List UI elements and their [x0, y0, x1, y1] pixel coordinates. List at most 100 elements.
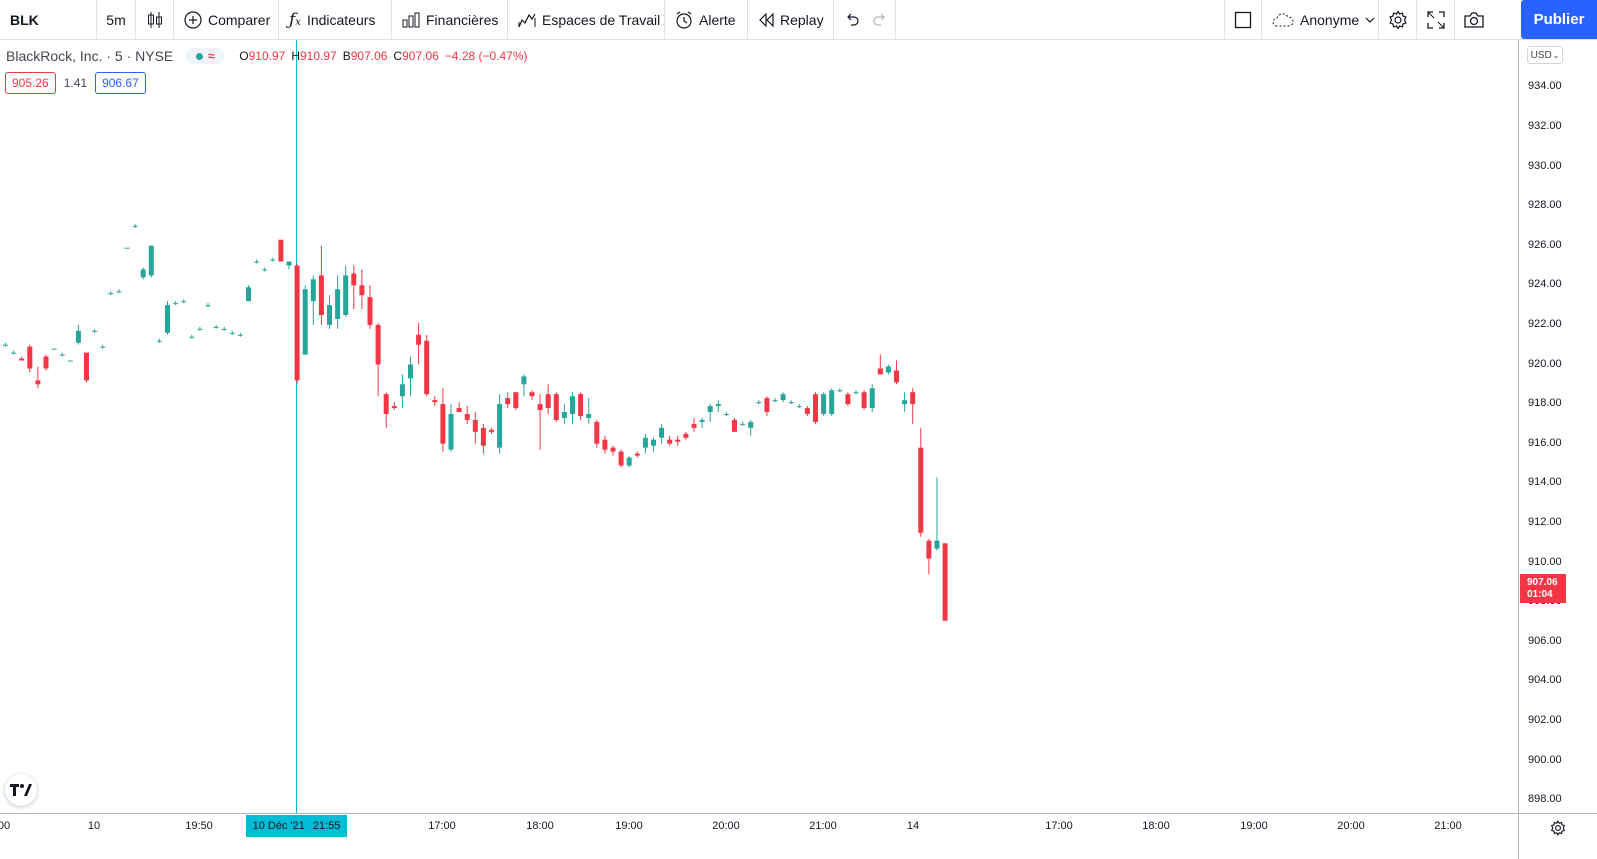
replay-label: Replay — [780, 11, 824, 28]
candle — [205, 303, 211, 308]
price-tick-label: 928.00 — [1528, 199, 1562, 212]
candle — [189, 334, 195, 339]
bid-ask-row: 905.26 1.41 906.67 — [5, 72, 146, 94]
time-scale[interactable]: 00 10 19:50 17:00 18:00 19:00 20:00 21:00 14 17:0… — [0, 813, 1518, 839]
candle — [408, 356, 413, 397]
gear-icon — [1550, 820, 1566, 841]
workspaces-button[interactable]: Espaces de Travail — [508, 0, 665, 39]
candle — [84, 352, 89, 383]
candle-body — [545, 394, 551, 409]
legend-title[interactable]: BlackRock, Inc. · 5 · NYSE — [6, 48, 174, 64]
price-tick-label: 926.00 — [1528, 238, 1562, 251]
price-scale[interactable]: USD ⌄ 934.00 932.00 930.00 928.00 926.00 924.0… — [1518, 40, 1597, 813]
candle — [796, 404, 802, 409]
user-label: Anonyme — [1300, 11, 1360, 28]
buy-price-button[interactable]: 906.67 — [95, 72, 146, 94]
snapshot-button[interactable] — [1455, 0, 1493, 39]
candle — [254, 259, 260, 264]
candle — [642, 433, 648, 454]
user-menu-button[interactable]: Anonyme — [1262, 0, 1379, 39]
candle-body — [521, 376, 527, 385]
candle-body — [610, 447, 616, 452]
financials-label: Financières — [426, 11, 499, 28]
redo-icon[interactable] — [872, 13, 888, 27]
publish-button[interactable]: Publier — [1521, 0, 1597, 39]
candle-body — [448, 414, 454, 450]
candle-body — [489, 429, 494, 432]
tv-logo-icon[interactable] — [5, 774, 37, 806]
candles-layer — [3, 223, 948, 621]
compare-button[interactable]: Comparer — [174, 0, 279, 39]
plus-circle-icon — [184, 10, 202, 29]
candle — [748, 419, 754, 436]
candle — [278, 239, 284, 262]
candle-body — [756, 402, 762, 404]
time-tick-label: 21:00 — [809, 820, 837, 832]
candle — [772, 398, 778, 403]
candle-body — [732, 419, 737, 432]
alarm-icon — [675, 11, 693, 29]
candle — [529, 390, 535, 401]
fullscreen-button[interactable] — [1417, 0, 1455, 39]
candle-body — [804, 408, 810, 414]
alert-button[interactable]: Alerte — [665, 0, 748, 39]
candle-body — [327, 305, 332, 325]
sell-price-button[interactable]: 905.26 — [5, 72, 56, 94]
candle — [480, 423, 486, 454]
scale-settings-button[interactable] — [1518, 813, 1597, 859]
currency-select[interactable]: USD ⌄ — [1527, 46, 1563, 64]
candle — [59, 352, 65, 357]
replay-icon — [758, 12, 774, 27]
candle-body — [926, 540, 932, 559]
cloud-icon — [1272, 12, 1294, 27]
chart-pane[interactable] — [0, 40, 1518, 813]
price-tick-label: 900.00 — [1528, 753, 1562, 766]
symbol-search-button[interactable]: BLK — [0, 0, 97, 39]
candle-body — [416, 334, 422, 345]
undo-icon[interactable] — [844, 13, 860, 27]
candle-body — [75, 330, 81, 343]
candle-body — [764, 398, 770, 413]
indicators-button[interactable]: ƒx Indicateurs — [279, 0, 392, 39]
candle-body — [553, 394, 559, 420]
candle-body — [691, 423, 697, 428]
candle-body — [934, 540, 940, 549]
time-tick-label: 18:00 — [526, 820, 554, 832]
candle — [456, 402, 462, 413]
candle-body — [165, 305, 170, 333]
interval-button[interactable]: 5m — [97, 0, 136, 39]
candle-body — [132, 225, 138, 227]
candle — [310, 275, 316, 325]
candle-body — [602, 439, 608, 450]
candle — [853, 390, 859, 395]
candle — [942, 543, 948, 621]
candle-body — [910, 392, 916, 405]
candle-body — [59, 354, 65, 356]
symbol-label: BLK — [10, 11, 39, 28]
chart-type-button[interactable] — [136, 0, 174, 39]
candle — [659, 423, 665, 444]
top-toolbar: BLK 5m Comparer ƒx Indicateurs Financièr… — [0, 0, 1597, 40]
candle-body — [659, 427, 665, 438]
price-tick-label: 902.00 — [1528, 713, 1562, 726]
candle — [43, 354, 49, 371]
candle — [675, 435, 681, 446]
candle-body — [35, 380, 41, 385]
candle — [610, 445, 616, 456]
price-tick-label: 924.00 — [1528, 278, 1562, 291]
spread-value: 1.41 — [63, 76, 88, 90]
price-tick-label: 910.00 — [1528, 555, 1562, 568]
camera-icon — [1463, 11, 1485, 29]
candle — [885, 364, 891, 375]
market-status-badge[interactable]: ≈ — [185, 48, 226, 64]
layout-button[interactable] — [1224, 0, 1262, 39]
candle-body — [278, 239, 284, 262]
replay-button[interactable]: Replay — [748, 0, 834, 39]
candle-body — [213, 326, 219, 328]
candle-body — [480, 427, 486, 446]
settings-button[interactable] — [1379, 0, 1417, 39]
financials-button[interactable]: Financières — [392, 0, 508, 39]
price-tick-label: 918.00 — [1528, 397, 1562, 410]
price-tick-label: 912.00 — [1528, 515, 1562, 528]
ohlc-close: C907.06 — [393, 49, 439, 63]
